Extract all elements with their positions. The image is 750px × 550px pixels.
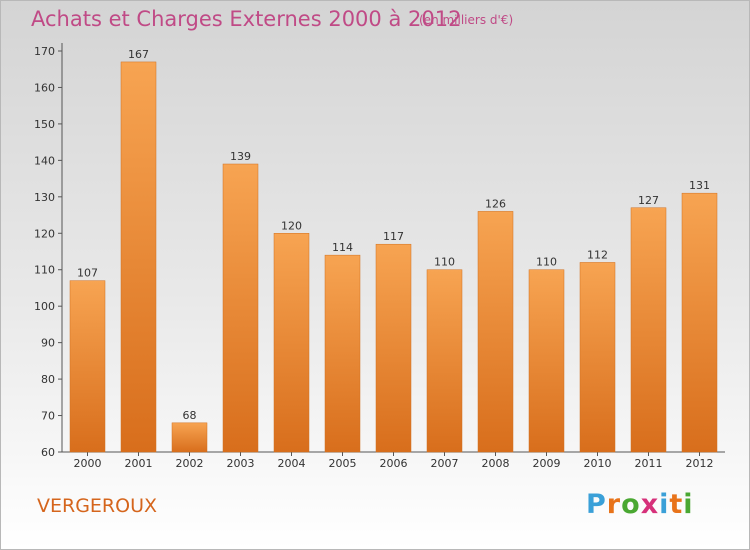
bars-group	[69, 61, 718, 453]
labels-group: 2000 107 2001 167 2002 68 2003 139 2004 120 2005 11…	[74, 48, 714, 470]
y-tick-label: 100	[34, 300, 55, 313]
x-tick-label: 2006	[380, 457, 408, 470]
bar-2010	[579, 262, 616, 453]
bar-2005	[324, 254, 361, 453]
x-tick-label: 2004	[278, 457, 306, 470]
value-label: 131	[689, 179, 710, 192]
bar-2001	[120, 61, 157, 453]
y-tick-label: 130	[34, 191, 55, 204]
logo-letter: i	[659, 489, 670, 520]
logo-letter: P	[586, 489, 607, 520]
x-tick-label: 2012	[686, 457, 714, 470]
y-tick-label: 150	[34, 118, 55, 131]
y-tick-label: 120	[34, 227, 55, 240]
value-label: 117	[383, 230, 404, 243]
x-tick-label: 2009	[533, 457, 561, 470]
logo-letter: o	[621, 489, 641, 520]
y-tick-label: 60	[41, 446, 55, 459]
value-label: 112	[587, 248, 608, 261]
logo-letter: i	[683, 489, 694, 520]
x-tick-label: 2001	[125, 457, 153, 470]
y-tick-label: 110	[34, 264, 55, 277]
proxiti-logo: Proxiti	[586, 489, 694, 520]
logo-letter: x	[640, 489, 660, 520]
value-label: 139	[230, 150, 251, 163]
x-tick-label: 2005	[329, 457, 357, 470]
x-tick-label: 2007	[431, 457, 459, 470]
y-tick-label: 140	[34, 154, 55, 167]
x-tick-label: 2002	[176, 457, 204, 470]
commune-name: VERGEROUX	[37, 495, 158, 517]
x-tick-label: 2011	[635, 457, 663, 470]
value-label: 107	[77, 267, 98, 280]
bar-2008	[477, 211, 514, 453]
bar-2000	[69, 280, 106, 453]
value-label: 114	[332, 241, 353, 254]
y-tick-label: 80	[41, 373, 55, 386]
x-tick-label: 2003	[227, 457, 255, 470]
value-label: 126	[485, 197, 506, 210]
bar-2004	[273, 233, 310, 453]
y-tick-label: 70	[41, 410, 55, 423]
bar-2007	[426, 269, 463, 453]
value-label: 110	[434, 256, 455, 269]
logo-letter: t	[669, 489, 684, 520]
chart-unit: (en milliers d'€)	[419, 13, 514, 27]
x-tick-label: 2000	[74, 457, 102, 470]
axes: 60 70 80 90 100 110 120 130 140 150 160 170	[34, 43, 725, 459]
bar-2002	[171, 422, 208, 453]
bar-2006	[375, 243, 412, 453]
bar-2009	[528, 269, 565, 453]
value-label: 167	[128, 48, 149, 61]
y-tick-label: 170	[34, 45, 55, 58]
y-tick-label: 90	[41, 337, 55, 350]
value-label: 127	[638, 194, 659, 207]
bar-2003	[222, 163, 259, 453]
bar-2011	[630, 207, 667, 453]
x-tick-label: 2010	[584, 457, 612, 470]
y-tick-label: 160	[34, 81, 55, 94]
chart-title: Achats et Charges Externes 2000 à 2012	[31, 7, 462, 31]
value-label: 120	[281, 219, 302, 232]
value-label: 110	[536, 256, 557, 269]
x-tick-label: 2008	[482, 457, 510, 470]
value-label: 68	[183, 409, 197, 422]
bar-2012	[681, 192, 718, 453]
logo-letter: r	[606, 489, 622, 520]
